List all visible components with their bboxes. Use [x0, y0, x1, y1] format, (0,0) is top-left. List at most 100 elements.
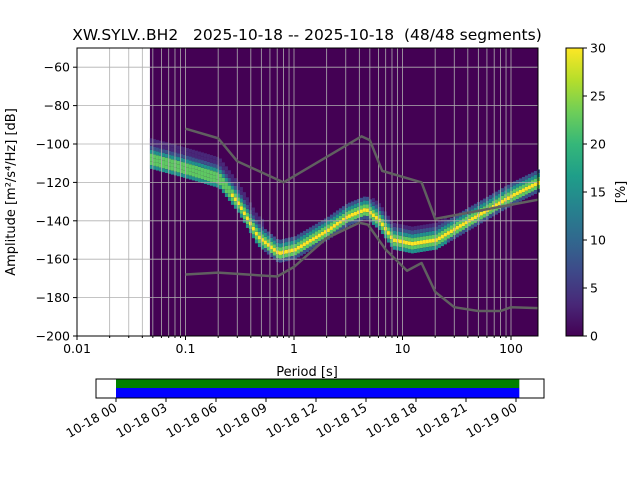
- heatmap-cell: [470, 213, 474, 217]
- heatmap-cell: [425, 235, 429, 240]
- heatmap-cell: [185, 167, 189, 171]
- heatmap-cell: [248, 202, 252, 207]
- heatmap-cell: [455, 214, 459, 219]
- heatmap-cell: [470, 205, 474, 210]
- heatmap-cell: [461, 218, 465, 223]
- heatmap-cell: [422, 247, 426, 252]
- heatmap-cell: [470, 220, 474, 225]
- colorbar-tick-label: 10: [590, 233, 606, 248]
- heatmap-cell: [215, 172, 219, 176]
- heatmap-cell: [497, 197, 501, 202]
- heatmap-cell: [305, 229, 309, 233]
- heatmap-cell: [365, 216, 369, 220]
- heatmap-cell: [155, 159, 159, 163]
- heatmap-cell: [416, 248, 420, 253]
- heatmap-cell: [182, 158, 186, 163]
- colorbar-tick-label: 25: [590, 89, 606, 104]
- heatmap-cell: [530, 172, 534, 177]
- heatmap-cell: [200, 171, 204, 176]
- heatmap-cell: [368, 210, 372, 215]
- heatmap-cell: [338, 215, 342, 220]
- heatmap-cell: [233, 193, 237, 198]
- heatmap-cell: [497, 201, 501, 206]
- heatmap-cell: [392, 222, 396, 227]
- heatmap-cell: [518, 189, 522, 194]
- heatmap-cell: [314, 227, 318, 232]
- heatmap-cell: [230, 185, 234, 190]
- heatmap-cell: [203, 176, 207, 181]
- heatmap-cell: [512, 181, 516, 186]
- heatmap-cell: [335, 229, 339, 234]
- heatmap-cell: [317, 237, 321, 242]
- heatmap-cell: [158, 148, 162, 153]
- heatmap-cell: [413, 249, 417, 253]
- heatmap-cell: [164, 169, 168, 173]
- heatmap-cell: [299, 240, 303, 245]
- heatmap-cell: [299, 244, 303, 248]
- heatmap-cell: [230, 189, 234, 194]
- heatmap-cell: [296, 234, 300, 239]
- heatmap-cell: [440, 230, 444, 235]
- heatmap-cell: [410, 230, 414, 235]
- heatmap-cell: [257, 227, 261, 232]
- heatmap-cell: [155, 147, 159, 152]
- heatmap-cell: [188, 171, 192, 176]
- heatmap-cell: [467, 222, 471, 227]
- heatmap-cell: [509, 182, 513, 187]
- heatmap-cell: [170, 147, 174, 152]
- heatmap-cell: [398, 247, 402, 251]
- heatmap-cell: [290, 240, 294, 245]
- heatmap-cell: [221, 173, 225, 178]
- heatmap-cell: [344, 219, 348, 224]
- heatmap-cell: [269, 249, 273, 254]
- heatmap-cell: [488, 214, 492, 219]
- heatmap-cell: [413, 226, 417, 230]
- heatmap-cell: [278, 258, 282, 263]
- chart-title: XW.SYLV..BH2 2025-10-18 -- 2025-10-18 (4…: [72, 26, 542, 44]
- heatmap-cell: [221, 185, 225, 190]
- heatmap-cell: [350, 212, 354, 217]
- heatmap-cell: [239, 213, 243, 218]
- y-axis-label: Amplitude [m²/s⁴/Hz] [dB]: [4, 108, 19, 276]
- heatmap-cell: [257, 235, 261, 240]
- heatmap-cell: [416, 229, 420, 234]
- heatmap-cell: [308, 227, 312, 232]
- heatmap-cell: [506, 192, 510, 197]
- heatmap-cell: [245, 208, 249, 213]
- heatmap-cell: [449, 237, 453, 241]
- heatmap-cell: [380, 222, 384, 227]
- heatmap-cell: [149, 165, 153, 169]
- heatmap-cell: [290, 248, 294, 253]
- heatmap-cell: [323, 233, 327, 238]
- heatmap-cell: [155, 155, 159, 160]
- heatmap-cell: [365, 196, 369, 201]
- heatmap-cell: [179, 173, 183, 178]
- heatmap-cell: [164, 149, 168, 154]
- heatmap-cell: [374, 204, 378, 209]
- heatmap-cell: [197, 151, 201, 156]
- heatmap-cell: [224, 177, 228, 182]
- heatmap-cell: [386, 223, 390, 228]
- heatmap-cell: [269, 241, 273, 246]
- heatmap-cell: [254, 212, 258, 217]
- heatmap-cell: [212, 163, 216, 168]
- heatmap-cell: [377, 207, 381, 211]
- heatmap-cell: [458, 220, 462, 225]
- heatmap-cell: [272, 251, 276, 256]
- heatmap-cell: [251, 211, 255, 216]
- heatmap-cell: [182, 151, 186, 155]
- heatmap-cell: [245, 220, 249, 225]
- heatmap-cell: [425, 247, 429, 252]
- heatmap-cell: [200, 167, 204, 172]
- heatmap-cell: [353, 215, 357, 220]
- heatmap-cell: [380, 207, 384, 212]
- heatmap-cell: [329, 229, 333, 234]
- heatmap-cell: [308, 231, 312, 236]
- heatmap-cell: [503, 186, 507, 191]
- heatmap-cell: [260, 241, 264, 246]
- heatmap-cell: [239, 190, 243, 195]
- heatmap-cell: [356, 214, 360, 219]
- heatmap-cell: [440, 242, 444, 247]
- heatmap-cell: [509, 186, 513, 191]
- heatmap-cell: [179, 146, 183, 151]
